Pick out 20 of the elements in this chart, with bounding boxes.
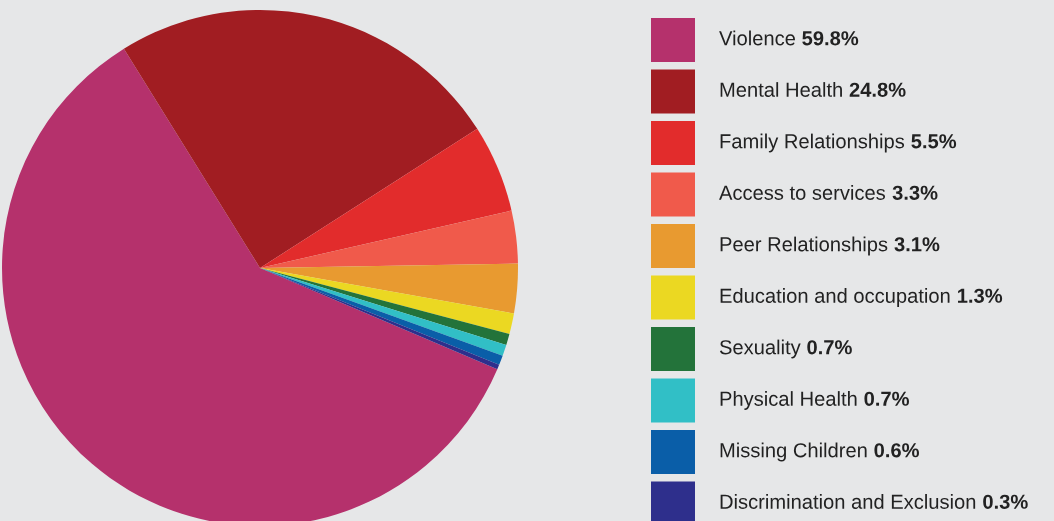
data-label: 59.8%: [802, 31, 859, 46]
data-label: 0.7%: [807, 340, 852, 355]
legend-label: Family Relationships: [720, 133, 905, 153]
legend-label: Access to services: [719, 185, 886, 200]
data-label: 0.3%: [983, 494, 1028, 509]
legend-label: Missing Children: [720, 442, 867, 462]
data-label: 1.3%: [958, 288, 1003, 303]
legend-label: Peer Relationships: [720, 236, 888, 256]
legend-label: Physical Health: [720, 391, 857, 410]
legend-label: Discrimination and Exclusion: [720, 494, 976, 509]
legend-label: Mental Health: [720, 82, 842, 97]
legend-label: Violence: [719, 30, 795, 46]
data-label: 0.7%: [864, 391, 909, 406]
data-label: 24.8%: [849, 82, 906, 97]
legend-label: Sexuality: [719, 339, 801, 359]
data-label: 0.6%: [874, 443, 919, 458]
data-label: 3.3%: [892, 185, 938, 200]
data-label: 3.1%: [894, 237, 940, 252]
data-label: 5.5%: [911, 134, 957, 149]
legend-label: Education and occupation: [720, 288, 950, 307]
